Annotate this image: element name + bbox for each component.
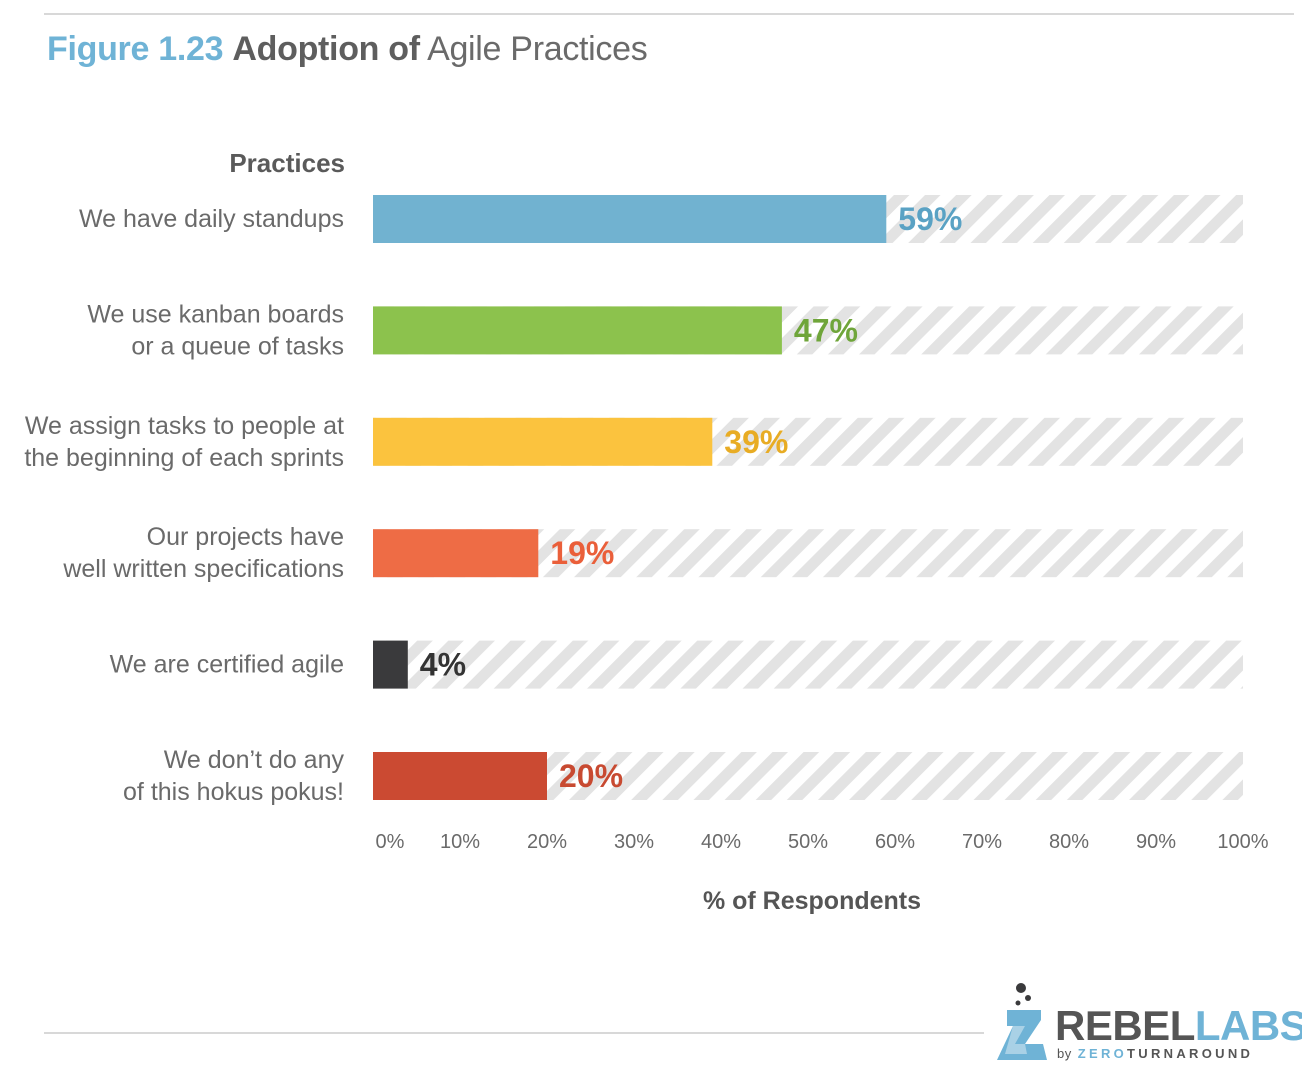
x-axis-title: % of Respondents	[703, 887, 921, 915]
title-light: Agile Practices	[427, 30, 648, 68]
title-bold: Adoption of	[232, 30, 420, 68]
bar	[373, 417, 713, 466]
logo-word-rebel: REBEL	[1055, 1002, 1195, 1049]
bar-value-label: 4%	[420, 647, 466, 683]
category-label: Our projects have	[147, 523, 344, 551]
category-label: the beginning of each sprints	[24, 444, 344, 472]
bar	[373, 306, 782, 355]
category-label: We assign tasks to people at	[25, 412, 344, 440]
bar-value-label: 39%	[724, 424, 788, 460]
categories-heading: Practices	[229, 148, 345, 178]
x-tick-label: 70%	[962, 831, 1002, 853]
x-tick-label: 90%	[1136, 831, 1176, 853]
category-label: We are certified agile	[110, 651, 344, 679]
bar-chart: 59% We have daily standups 47% We use kanba…	[24, 195, 1269, 915]
x-tick-label: 100%	[1217, 831, 1268, 853]
x-tick-label: 40%	[701, 831, 741, 853]
category-label: or a queue of tasks	[131, 332, 344, 360]
logo-by: by	[1057, 1046, 1072, 1061]
bar-value-label: 47%	[794, 312, 858, 348]
x-tick-label: 10%	[440, 831, 480, 853]
category-label: We don’t do any	[164, 746, 345, 774]
bar-value-label: 20%	[559, 758, 623, 794]
bar-value-label: 19%	[550, 535, 614, 571]
logo-turnaround: TURNAROUND	[1127, 1046, 1254, 1061]
figure-title: Figure 1.23 Adoption of Agile Practices	[47, 30, 648, 69]
figure-number: Figure 1.23	[47, 30, 224, 68]
category-label: of this hokus pokus!	[123, 778, 344, 806]
x-tick-label: 20%	[527, 831, 567, 853]
x-tick-label: 80%	[1049, 831, 1089, 853]
logo-wordmark: REBELLABS	[1055, 1005, 1302, 1047]
bar	[373, 640, 408, 689]
rebellabs-logo: REBELLABS by ZEROTURNAROUND	[995, 978, 1302, 1068]
top-rule	[44, 13, 1294, 15]
bar	[373, 752, 547, 800]
x-tick-label: 60%	[875, 831, 915, 853]
logo-word-labs: LABS	[1194, 1002, 1302, 1049]
flask-icon	[997, 983, 1047, 1060]
x-tick-label: 30%	[614, 831, 654, 853]
bottom-rule	[44, 1032, 984, 1034]
logo-tagline: by ZEROTURNAROUND	[1057, 1046, 1253, 1061]
category-label: We have daily standups	[79, 205, 344, 233]
x-tick-label: 50%	[788, 831, 828, 853]
logo-zero: ZERO	[1077, 1046, 1128, 1061]
category-label: We use kanban boards	[87, 300, 344, 328]
category-label: well written specifications	[62, 555, 344, 583]
bar	[373, 195, 887, 243]
x-tick-label: 0%	[376, 831, 405, 853]
bar-background	[373, 640, 1243, 689]
bar-value-label: 59%	[898, 201, 962, 237]
bar	[373, 529, 539, 578]
